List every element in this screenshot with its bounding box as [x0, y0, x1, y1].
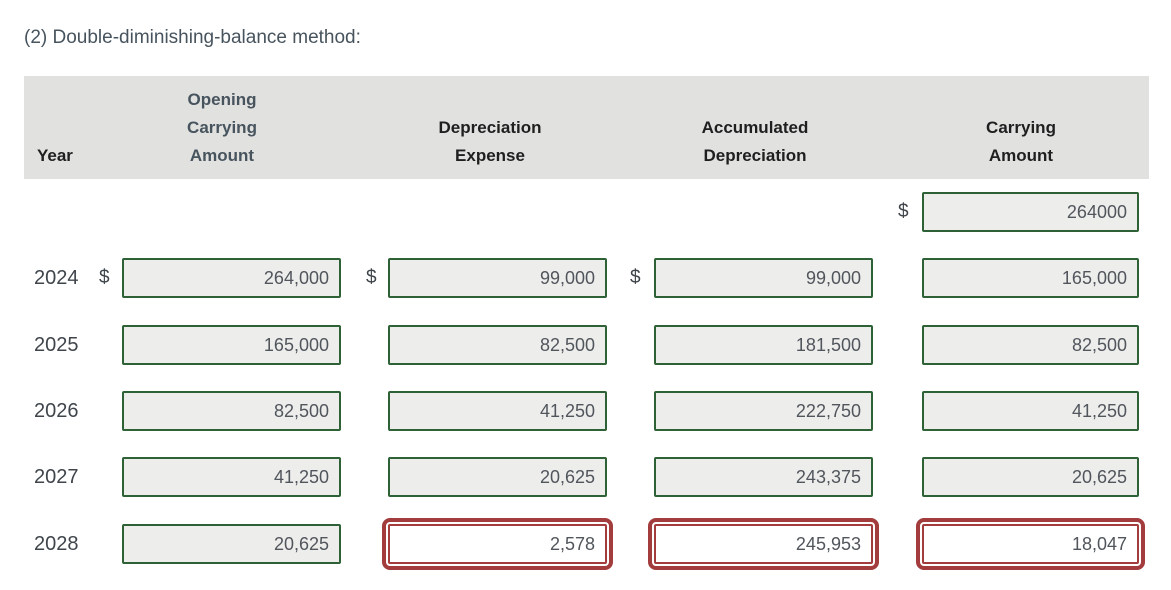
input-expense-2027[interactable] — [388, 457, 607, 497]
table-header-band — [24, 76, 1149, 179]
col-header-accumulated-depreciation: Accumulated Depreciation — [701, 118, 809, 165]
input-expense-2025[interactable] — [388, 325, 607, 365]
input-expense-2024[interactable] — [388, 258, 607, 298]
input-accumulated-2027[interactable] — [654, 457, 873, 497]
currency-symbol: $ — [898, 201, 909, 222]
input-opening-2025[interactable] — [122, 325, 341, 365]
input-opening-2024[interactable] — [122, 258, 341, 298]
input-expense-2028-incorrect[interactable] — [382, 518, 613, 570]
table-row-2025: 2025 — [0, 325, 1171, 365]
section-title: (2) Double-diminishing-balance method: — [24, 27, 361, 48]
input-carrying-initial[interactable] — [922, 192, 1139, 232]
input-carrying-2028-incorrect[interactable] — [916, 518, 1145, 570]
col-header-opening-carrying-amount: Opening Carrying Amount — [187, 90, 257, 165]
input-accumulated-2028-incorrect[interactable] — [648, 518, 879, 570]
currency-symbol: $ — [366, 267, 377, 288]
table-row-2028: 2028 — [0, 518, 1171, 570]
input-carrying-2027[interactable] — [922, 457, 1139, 497]
col-header-year: Year — [37, 146, 73, 165]
year-label: 2024 — [34, 267, 79, 289]
year-label: 2028 — [34, 533, 79, 555]
table-row-2024: 2024 $ $ $ — [0, 258, 1171, 298]
input-carrying-2026[interactable] — [922, 391, 1139, 431]
currency-symbol: $ — [99, 267, 110, 288]
col-header-carrying-amount: Carrying Amount — [986, 118, 1056, 165]
input-carrying-2025[interactable] — [922, 325, 1139, 365]
input-accumulated-2026[interactable] — [654, 391, 873, 431]
input-opening-2028[interactable] — [122, 524, 341, 564]
table-row-2027: 2027 — [0, 457, 1171, 497]
year-label: 2027 — [34, 466, 79, 488]
input-opening-2027[interactable] — [122, 457, 341, 497]
currency-symbol: $ — [630, 267, 641, 288]
input-expense-2026[interactable] — [388, 391, 607, 431]
year-label: 2025 — [34, 334, 79, 356]
input-accumulated-2025[interactable] — [654, 325, 873, 365]
input-carrying-2024[interactable] — [922, 258, 1139, 298]
input-accumulated-2024[interactable] — [654, 258, 873, 298]
table-row-initial: $ — [0, 192, 1171, 232]
table-row-2026: 2026 — [0, 391, 1171, 431]
year-label: 2026 — [34, 400, 79, 422]
col-header-depreciation-expense: Depreciation Expense — [438, 118, 542, 165]
input-opening-2026[interactable] — [122, 391, 341, 431]
